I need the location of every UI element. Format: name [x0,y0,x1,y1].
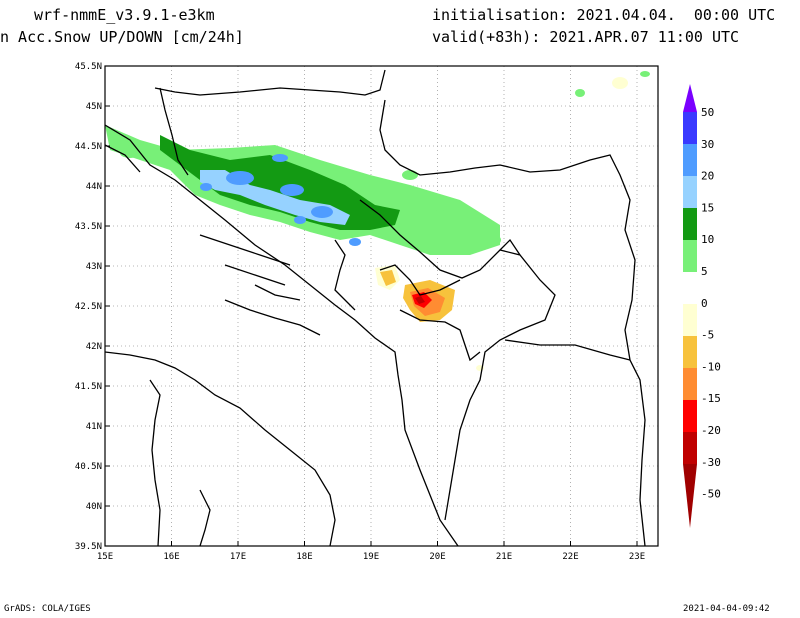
model-title: wrf-nmmE_v3.9.1-e3km [34,6,215,24]
lat-label: 41N [86,422,102,432]
valid-time: valid(+83h): 2021.APR.07 11:00 UTC [432,28,740,46]
colorbar-top-arrow [683,84,697,112]
colorbar-label: -30 [701,456,721,469]
lon-label: 19E [363,552,379,562]
lon-label: 17E [230,552,246,562]
colorbar-label: -10 [701,360,721,373]
lat-label: 45N [86,102,102,112]
map-area: 45.5N 45N 44.5N 44N 43.5N 43N 42.5N 42N 41.5N 41N… [75,62,659,562]
colorbar-label: -5 [701,329,714,342]
lon-label: 20E [429,552,445,562]
lat-label: 40.5N [75,462,102,472]
colorbar-swatch [683,144,697,176]
lon-label: 16E [163,552,179,562]
colorbar-swatch [683,208,697,240]
colorbar-bottom-arrow [683,464,697,528]
footer-timestamp: 2021-04-04-09:42 [683,604,770,614]
colorbar-label: 20 [701,170,714,183]
longitude-labels: 15E 16E 17E 18E 19E 20E 21E 22E 23E [97,541,645,562]
colorbar-label: -50 [701,488,721,501]
lat-label: 42N [86,342,102,352]
colorbar-label: 30 [701,138,714,151]
colorbar-label: 0 [701,297,708,310]
lat-label: 39.5N [75,542,102,552]
variable-title: n Acc.Snow UP/DOWN [cm/24h] [0,28,244,46]
lat-label: 43.5N [75,222,102,232]
lon-label: 23E [629,552,645,562]
colorbar-swatch [683,304,697,336]
colorbar-swatch [683,112,697,144]
colorbar-label: -20 [701,424,721,437]
snow-melt-field [375,77,628,371]
colorbar-swatch [683,240,697,272]
lat-label: 40N [86,502,102,512]
init-time: initialisation: 2021.04.04. 00:00 UTC [432,6,776,24]
colorbar-label: 10 [701,233,714,246]
lat-label: 45.5N [75,62,102,72]
lat-label: 44.5N [75,142,102,152]
colorbar-label: 50 [701,106,714,119]
colorbar-swatch [683,432,697,464]
colorbar-label: -15 [701,392,721,405]
lon-label: 21E [496,552,512,562]
snow-accumulation-field [105,71,650,255]
coastlines-borders [104,69,646,547]
colorbar-swatch [683,368,697,400]
lat-label: 43N [86,262,102,272]
colorbar-swatch [683,336,697,368]
lat-label: 44N [86,182,102,192]
colorbar-swatch [683,400,697,432]
colorbar-label: 5 [701,265,708,278]
colorbar-swatch [683,176,697,208]
lon-label: 15E [97,552,113,562]
footer-credit: GrADS: COLA/IGES [4,604,91,614]
latitude-labels: 45.5N 45N 44.5N 44N 43.5N 43N 42.5N 42N 41.5N 41N… [75,62,110,552]
lon-label: 22E [562,552,578,562]
lon-label: 18E [296,552,312,562]
lat-label: 41.5N [75,382,102,392]
lat-label: 42.5N [75,302,102,312]
colorbar-swatch [683,272,697,304]
colorbar-label: 15 [701,201,714,214]
